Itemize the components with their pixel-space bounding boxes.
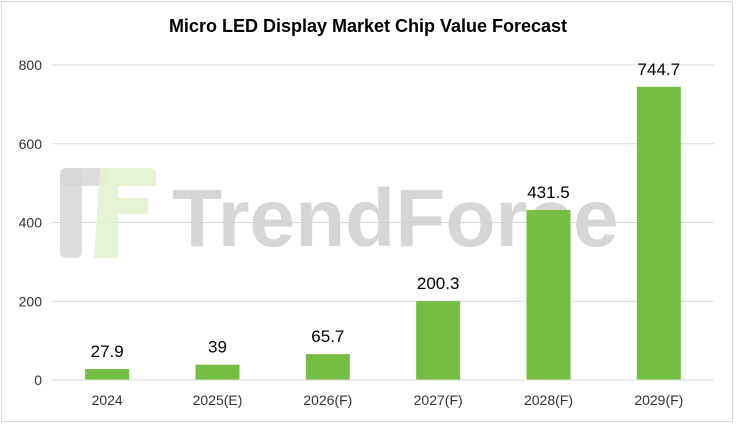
chart-title: Micro LED Display Market Chip Value Fore… [168, 16, 568, 36]
gridlines [52, 64, 714, 302]
x-tick-label: 2029(F) [634, 392, 683, 408]
watermark-logo-bar-stem [60, 168, 82, 258]
x-tick-label: 2028(F) [524, 392, 573, 408]
y-tick-label: 600 [19, 136, 43, 152]
data-label: 744.7 [638, 60, 681, 79]
bar-2025e [195, 364, 240, 380]
y-tick-label: 0 [34, 372, 42, 388]
y-tick-label: 800 [19, 57, 43, 73]
data-label: 431.5 [527, 183, 570, 202]
x-tick-label: 2026(F) [303, 392, 352, 408]
trendforce-watermark: TrendForce [60, 168, 619, 264]
x-tick-label: 2027(F) [414, 392, 463, 408]
x-tick-label: 2025(E) [193, 392, 243, 408]
axes: 0 200 400 600 800 2024 2025(E) 2026(F) 2027(F) 20… [19, 57, 714, 408]
bar-2026f [305, 354, 350, 380]
bar-2027f [416, 301, 461, 380]
watermark-logo-f [94, 168, 156, 258]
data-labels: 27.9 39 65.7 200.3 431.5 744.7 [91, 60, 680, 361]
bar-2029f [636, 86, 681, 380]
y-tick-label: 400 [19, 215, 43, 231]
bar-2028f [526, 210, 571, 380]
data-label: 200.3 [417, 274, 460, 293]
data-label: 39 [208, 338, 227, 357]
x-tick-label: 2024 [92, 392, 123, 408]
data-label: 27.9 [91, 342, 124, 361]
bars [85, 86, 681, 380]
bar-2024 [85, 369, 130, 380]
y-tick-label: 200 [19, 293, 43, 309]
data-label: 65.7 [311, 327, 344, 346]
